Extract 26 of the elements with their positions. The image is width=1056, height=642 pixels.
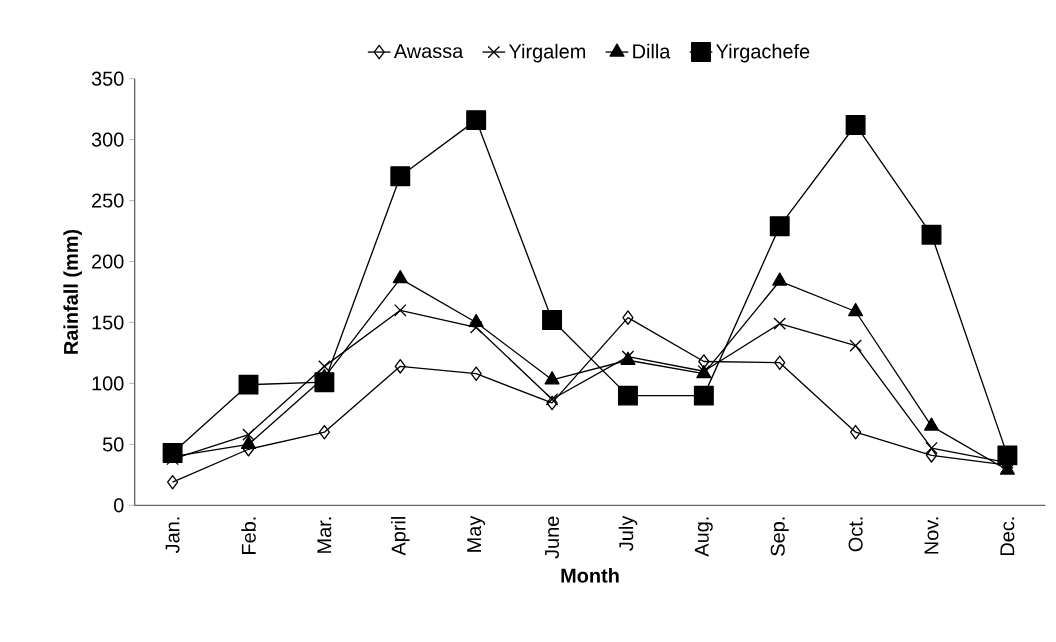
x-tick-label: April [391,517,410,556]
y-tick-label: 200 [92,254,124,269]
x-tick-label: Sep. [770,517,789,556]
x-tick-label: June [545,516,559,559]
x-tick-label: Mar. [317,517,332,553]
x-axis-title: Month [561,568,619,583]
legend-label: Awassa [393,44,464,59]
x-tick-label: Jan. [165,517,180,554]
x-tick-label: Oct. [848,517,863,552]
y-axis-title: Rainfall (mm) [63,229,82,354]
y-tick-label: 50 [102,437,124,452]
x-tick-label: May [467,515,486,552]
y-tick-label: 350 [91,71,124,86]
x-tick-label: Feb. [241,517,256,554]
y-tick-label: 150 [92,315,124,330]
y-tick-label: 250 [92,193,124,208]
legend-label: Dilla [633,43,671,59]
y-tick-label: 0 [113,498,124,513]
legend-label: Yirgachefe [716,43,810,63]
legend-label: Yirgalem [508,43,586,63]
x-tick-label: July [618,515,638,551]
x-tick-label: Dec. [1000,517,1015,556]
y-tick-label: 300 [91,132,124,147]
y-tick-label: 100 [92,376,124,391]
x-tick-label: Nov. [924,517,939,554]
x-tick-label: Aug. [694,517,713,557]
